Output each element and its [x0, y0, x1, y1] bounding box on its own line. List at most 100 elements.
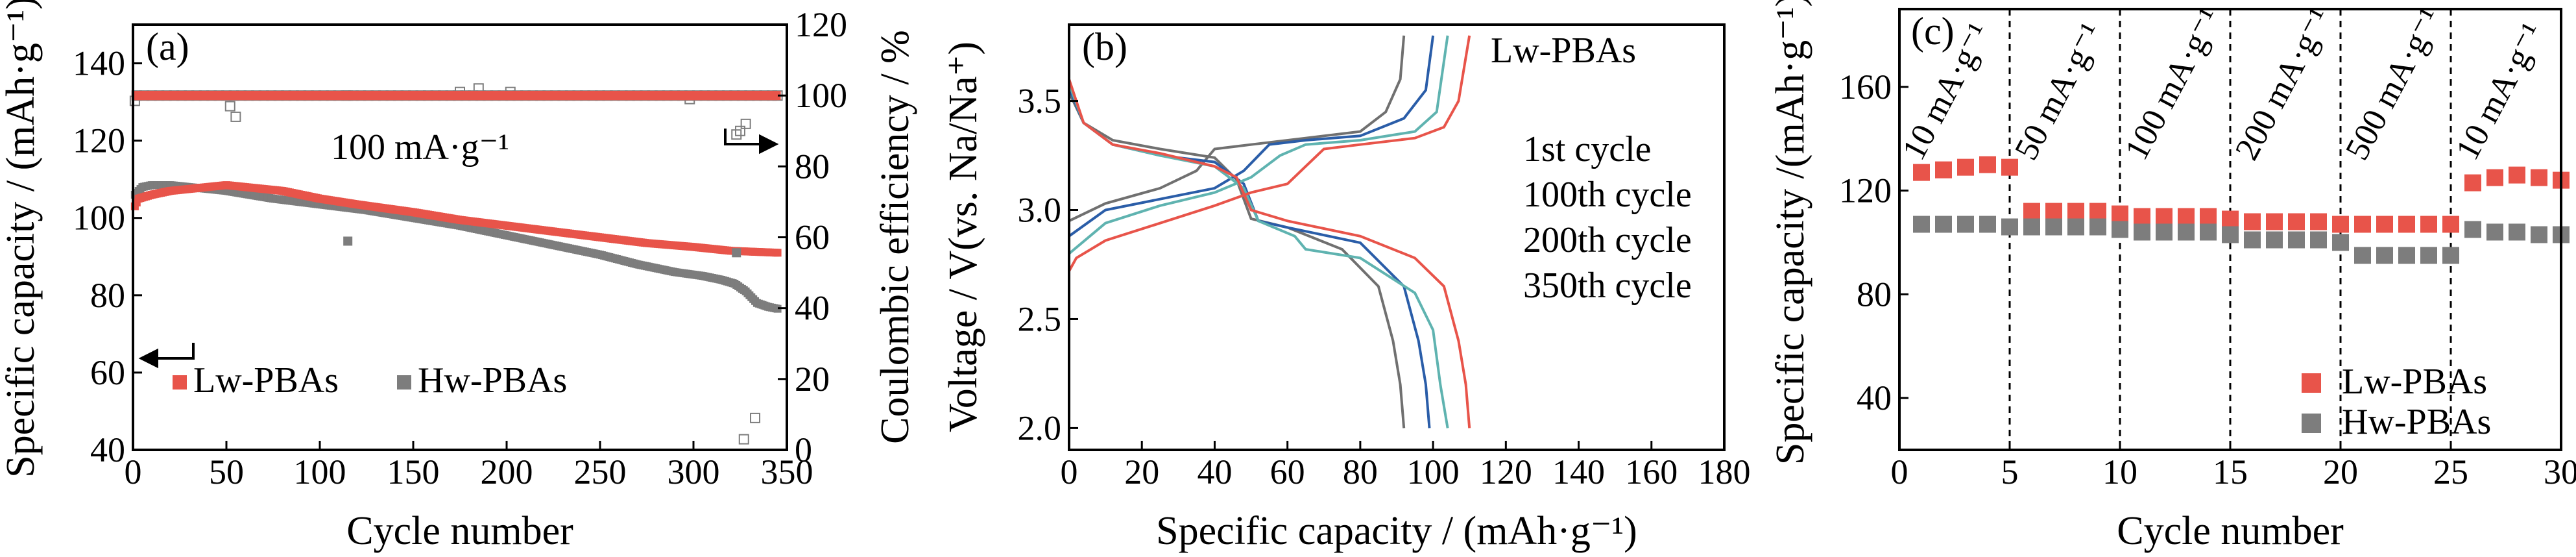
- c-point: [2134, 208, 2150, 225]
- legend-c-lw-marker: [2302, 373, 2321, 393]
- c-xtick-label: 0: [1891, 452, 1908, 491]
- c-point: [2486, 169, 2503, 186]
- a-ce-hw-outlier: [740, 118, 751, 129]
- c-point: [2332, 234, 2349, 251]
- c-point: [2376, 247, 2393, 264]
- panel-b-ticks: 0 20 40 60 80 100 120 140 160 180 2.0 2.5 3.0 3.5: [1018, 82, 1751, 491]
- a-capacity-outlier: [343, 236, 353, 246]
- c-point: [2288, 213, 2305, 230]
- b-curve-charge: [1068, 35, 1471, 272]
- legend-c-hw-marker: [2302, 414, 2321, 433]
- a-ce-hw-outlier: [230, 111, 241, 122]
- c-point: [2244, 231, 2261, 249]
- a-xtick-label: 0: [125, 452, 142, 491]
- c-point: [2420, 247, 2437, 264]
- a-y2tick-label: 120: [795, 5, 847, 44]
- panel-c-ticks: 0 5 10 15 20 25 30 40 80 120 160: [1839, 68, 2576, 491]
- c-ytick-label: 80: [1857, 275, 1892, 314]
- b-ytick-label: 3.5: [1018, 82, 1062, 121]
- a-xtick-label: 350: [761, 452, 813, 491]
- a-ce-hw-outlier: [224, 101, 235, 112]
- c-point: [2486, 223, 2503, 241]
- panel-c: 10 mA·g⁻¹ 50 mA·g⁻¹ 100 mA·g⁻¹ 200 mA·g⁻¹ 50…: [1768, 0, 2576, 553]
- panel-c-legend: Lw-PBAs Hw-PBAs: [2302, 362, 2491, 442]
- panel-a-ticks: 0 50 100 150 200 250 300 350 40 60 80 100 120 140 0 20 4…: [73, 5, 847, 491]
- b-ytick-label: 3.0: [1018, 191, 1062, 230]
- c-point: [2354, 216, 2371, 233]
- a-ytick-label: 60: [90, 353, 125, 392]
- c-point: [2045, 203, 2062, 220]
- panel-a-xlabel: Cycle number: [346, 509, 573, 553]
- a-capacity-point: [773, 304, 782, 313]
- legend-lw-marker: [173, 375, 187, 390]
- a-xtick-label: 50: [209, 452, 244, 491]
- panel-c-label: (c): [1911, 10, 1955, 53]
- c-point: [1979, 216, 1996, 233]
- a-y2tick-label: 100: [795, 76, 847, 115]
- c-point: [2023, 203, 2040, 220]
- c-rate-label: 50 mA·g⁻¹: [2008, 17, 2110, 166]
- panel-b-label: (b): [1082, 25, 1127, 68]
- panel-a-annotation: 100 mA·g⁻¹: [331, 127, 509, 167]
- panel-a-label: (a): [146, 25, 189, 68]
- c-point: [2442, 216, 2459, 233]
- c-point: [2200, 223, 2217, 241]
- a-y2tick-label: 80: [795, 147, 830, 186]
- b-xtick-label: 20: [1124, 452, 1159, 491]
- a-y2tick-label: 40: [795, 289, 830, 328]
- legend-c-hw-label: Hw-PBAs: [2342, 402, 2491, 442]
- c-rate-label: 10 mA·g⁻¹: [2449, 17, 2551, 166]
- c-point: [2531, 226, 2547, 243]
- c-xtick-label: 20: [2323, 452, 2358, 491]
- a-capacity-point: [773, 249, 782, 257]
- c-point: [2464, 221, 2481, 238]
- b-curve-discharge: [1068, 92, 1406, 428]
- c-point: [2089, 218, 2106, 236]
- a-ce-hw-outlier: [731, 129, 742, 140]
- c-point: [2420, 216, 2437, 233]
- a-ytick-label: 80: [90, 276, 125, 315]
- a-y2tick-label: 0: [795, 430, 812, 469]
- c-point: [2442, 247, 2459, 264]
- b-curve-charge: [1068, 35, 1435, 238]
- c-point: [2244, 213, 2261, 230]
- c-point: [2023, 218, 2040, 236]
- b-curve-charge: [1068, 35, 1406, 223]
- a-xtick-label: 100: [294, 452, 346, 491]
- c-xtick-label: 5: [2001, 452, 2019, 491]
- a-xtick-label: 300: [668, 452, 720, 491]
- panel-b-title: Lw-PBAs: [1491, 31, 1636, 71]
- left-axis-arrow: [138, 343, 195, 369]
- c-point: [2112, 221, 2128, 238]
- b-curve-discharge: [1068, 79, 1471, 428]
- b-curve-charge: [1068, 35, 1449, 255]
- panel-b-legend: 1st cycle 100th cycle 200th cycle 350th cyc…: [1523, 129, 1692, 306]
- b-legend-label: 1st cycle: [1523, 129, 1651, 169]
- panel-c-ylabel: Specific capacity /(mAh·g⁻¹): [1768, 0, 1812, 465]
- c-point: [1935, 216, 1952, 233]
- legend-hw-marker: [397, 375, 411, 390]
- b-xtick-label: 180: [1698, 452, 1751, 491]
- a-xtick-label: 150: [387, 452, 440, 491]
- panel-b-data: [1068, 35, 1471, 428]
- c-point: [2134, 223, 2150, 241]
- c-point: [2067, 218, 2084, 236]
- c-point: [2332, 216, 2349, 233]
- c-point: [1913, 216, 1930, 233]
- a-y2tick-label: 60: [795, 218, 830, 257]
- c-point: [2001, 158, 2018, 176]
- b-xtick-label: 100: [1407, 452, 1460, 491]
- c-point: [2045, 218, 2062, 236]
- a-ce-hw-outlier: [735, 125, 745, 136]
- panel-a-legend: Lw-PBAs Hw-PBAs: [173, 360, 567, 401]
- a-capacity-outlier: [732, 248, 741, 258]
- c-xtick-label: 30: [2544, 452, 2576, 491]
- c-point: [2178, 208, 2195, 225]
- c-point: [2112, 205, 2128, 223]
- a-y2tick-label: 20: [795, 360, 830, 399]
- b-xtick-label: 40: [1197, 452, 1232, 491]
- a-ce-hw-outlier: [750, 412, 761, 423]
- a-xtick-label: 200: [481, 452, 533, 491]
- c-point: [2509, 166, 2525, 184]
- c-point: [2398, 247, 2415, 264]
